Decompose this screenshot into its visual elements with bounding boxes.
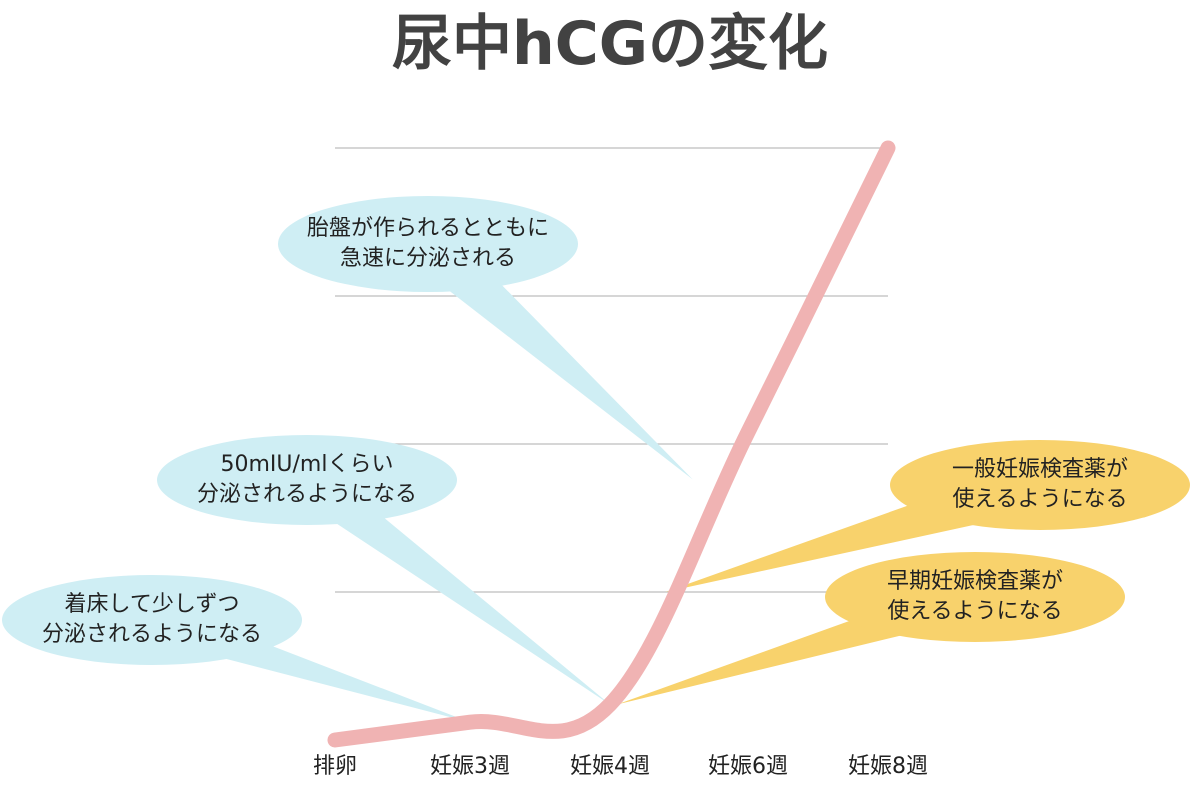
callout-bubble bbox=[157, 435, 457, 525]
callout-text: 使えるようになる bbox=[887, 599, 1062, 624]
callout-pointer bbox=[412, 226, 693, 480]
callout-text: 急速に分泌される bbox=[340, 246, 516, 271]
callout-text: 早期妊娠検査薬が bbox=[887, 569, 1063, 594]
gridlines bbox=[335, 147, 888, 593]
chart-title: 尿中hCGの変化 bbox=[392, 9, 828, 79]
callout-pointer bbox=[295, 463, 610, 705]
callout-text: 胎盤が作られるとともに bbox=[307, 216, 549, 241]
series-line bbox=[327, 140, 896, 748]
callout-text: 一般妊娠検査薬が bbox=[952, 457, 1128, 482]
x-tick-label: 排卵 bbox=[313, 754, 357, 779]
series-layer bbox=[327, 140, 896, 748]
callout-bubble bbox=[278, 196, 578, 292]
callout-text: 使えるようになる bbox=[952, 487, 1127, 512]
callout-bubble bbox=[2, 575, 302, 665]
callout-bubbles: 着床して少しずつ分泌されるようになる50mIU/mlくらい分泌されるようになる胎… bbox=[2, 196, 1190, 665]
x-tick-label: 妊娠6週 bbox=[708, 754, 788, 779]
x-axis-ticks: 排卵 妊娠3週 妊娠4週 妊娠6週 妊娠8週 bbox=[313, 754, 928, 779]
callout-bubble bbox=[890, 440, 1190, 530]
x-tick-label: 妊娠4週 bbox=[570, 754, 650, 779]
callout-text: 着床して少しずつ bbox=[65, 592, 240, 617]
callout-text: 50mIU/mlくらい bbox=[221, 452, 394, 477]
x-tick-label: 妊娠8週 bbox=[848, 754, 928, 779]
x-tick-label: 妊娠3週 bbox=[430, 754, 510, 779]
callout-bubble bbox=[825, 552, 1125, 642]
callout-text: 分泌されるようになる bbox=[197, 482, 417, 507]
callout-text: 分泌されるようになる bbox=[42, 622, 262, 647]
